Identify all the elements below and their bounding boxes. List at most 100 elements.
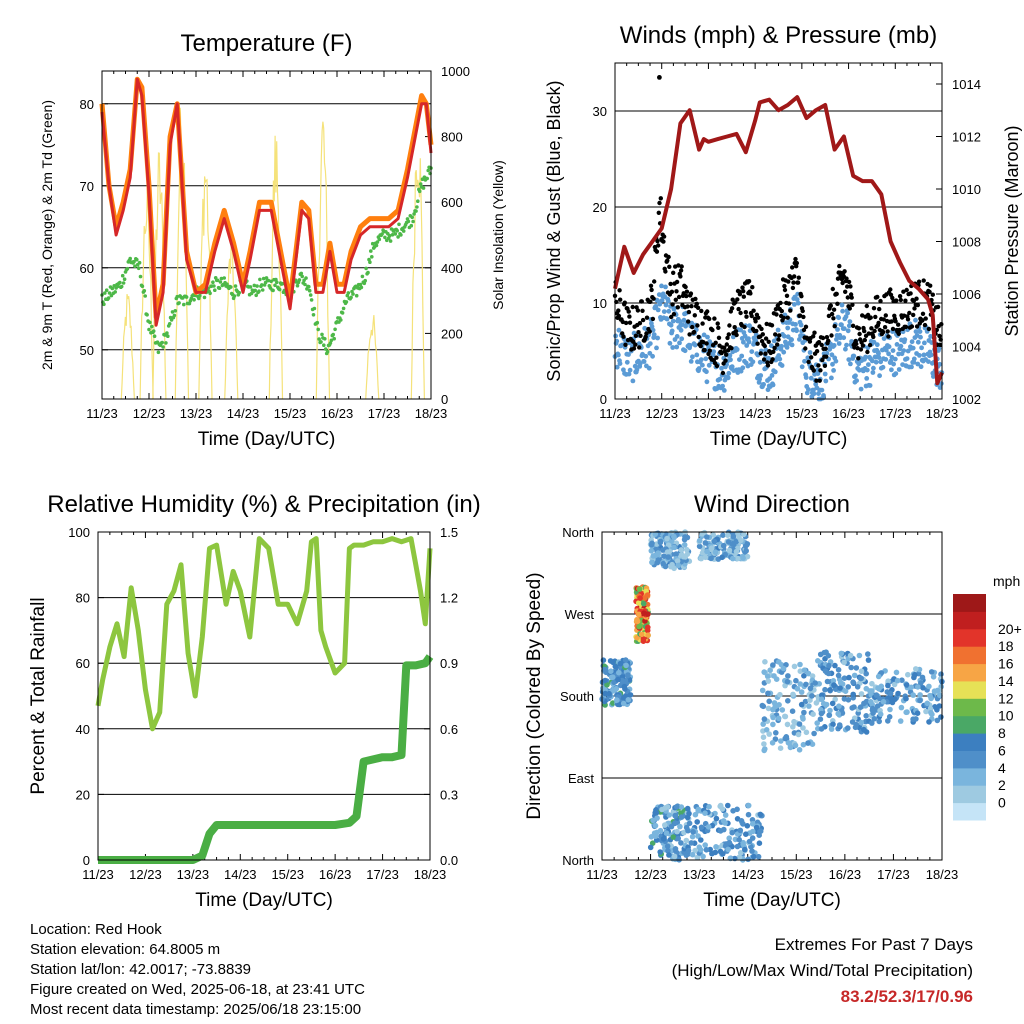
wind-point — [799, 364, 805, 370]
gust-point — [737, 292, 743, 297]
direction-point — [785, 673, 791, 679]
direction-point — [835, 710, 841, 717]
direction-point — [917, 697, 923, 704]
direction-point — [853, 665, 860, 671]
wind-point — [919, 345, 924, 351]
dewpoint-point — [118, 280, 122, 285]
direction-point — [615, 676, 621, 683]
gust-point — [785, 315, 790, 320]
rh-line — [95, 536, 433, 732]
dewpoint-point — [166, 334, 170, 339]
wind-point — [659, 298, 665, 303]
direction-point — [899, 677, 905, 683]
wind-point — [650, 327, 656, 333]
wind-point — [824, 350, 830, 356]
direction-point — [934, 717, 941, 724]
wind-point — [843, 314, 849, 320]
x-tick-label: 15/23 — [271, 867, 304, 882]
direction-point — [798, 689, 805, 695]
direction-point — [895, 690, 901, 697]
gust-point — [782, 283, 787, 289]
wind-point — [871, 339, 877, 345]
direction-point — [885, 682, 891, 689]
gust-point — [762, 343, 767, 349]
colorbar-swatch — [953, 646, 986, 665]
direction-point — [773, 676, 780, 682]
dewpoint-point — [217, 286, 222, 291]
direction-point — [875, 673, 882, 680]
direction-point — [678, 547, 684, 553]
wind-point — [869, 358, 875, 364]
gust-point — [814, 349, 820, 354]
gust-point — [656, 210, 661, 215]
colorbar-swatch — [953, 663, 986, 682]
direction-point — [854, 684, 861, 690]
dewpoint-point — [397, 222, 401, 227]
direction-point — [825, 652, 832, 659]
direction-point — [780, 665, 787, 672]
wind-point — [851, 353, 857, 359]
direction-point — [650, 553, 657, 559]
direction-point — [913, 666, 919, 672]
direction-point — [740, 841, 746, 848]
wind-point — [663, 302, 669, 308]
wind-point — [740, 365, 746, 371]
x-tick-label: 13/23 — [180, 406, 213, 421]
gust-point — [937, 333, 942, 339]
gust-point — [751, 308, 756, 313]
direction-point — [664, 843, 671, 849]
direction-point — [782, 713, 789, 720]
y2-tick-label: 0.3 — [440, 787, 458, 802]
direction-point — [749, 817, 756, 823]
wind-point — [848, 361, 853, 367]
direction-point — [678, 814, 685, 820]
direction-point — [765, 705, 772, 712]
gust-point — [656, 243, 661, 248]
direction-point — [868, 699, 874, 705]
x-tick-label: 13/23 — [177, 867, 210, 882]
direction-point — [873, 692, 880, 698]
dewpoint-point — [297, 278, 302, 282]
x-tick-label: 14/23 — [224, 867, 257, 882]
direction-point — [858, 719, 865, 726]
wind-point — [871, 365, 876, 371]
gust-point — [623, 342, 628, 347]
wind-point — [853, 373, 858, 379]
wind-point — [918, 334, 923, 340]
wind-point — [886, 351, 891, 357]
direction-point — [919, 674, 926, 681]
colorbar-swatch — [953, 680, 986, 699]
direction-point — [616, 701, 623, 708]
direction-point — [858, 675, 864, 682]
direction-point — [796, 747, 803, 753]
gust-point — [760, 332, 765, 337]
dewpoint-point — [211, 280, 215, 285]
direction-point — [779, 707, 786, 713]
gust-point — [674, 279, 680, 285]
wind-point — [626, 352, 631, 357]
direction-point — [755, 853, 762, 860]
direction-point — [761, 716, 768, 722]
gust-point — [648, 299, 653, 304]
wind-point — [864, 376, 870, 381]
gust-point — [690, 324, 695, 330]
gust-point — [901, 289, 906, 294]
gust-point — [894, 298, 899, 303]
direction-point — [671, 533, 677, 540]
y2-axis-label: Station Pressure (Maroon) — [1002, 125, 1022, 336]
y-tick-label: South — [560, 689, 594, 704]
wind-point — [730, 334, 736, 340]
direction-point — [891, 681, 898, 688]
y-tick-label: 0 — [83, 853, 90, 868]
direction-point — [877, 711, 884, 717]
chart-title: Relative Humidity (%) & Precipitation (i… — [47, 491, 480, 518]
dewpoint-point — [269, 279, 274, 284]
direction-point — [636, 623, 642, 630]
wind-point — [815, 371, 821, 376]
direction-point — [822, 686, 828, 693]
direction-point — [923, 708, 929, 715]
direction-point — [865, 657, 872, 663]
gust-point — [744, 314, 749, 319]
direction-point — [677, 823, 683, 830]
direction-point — [776, 659, 782, 665]
